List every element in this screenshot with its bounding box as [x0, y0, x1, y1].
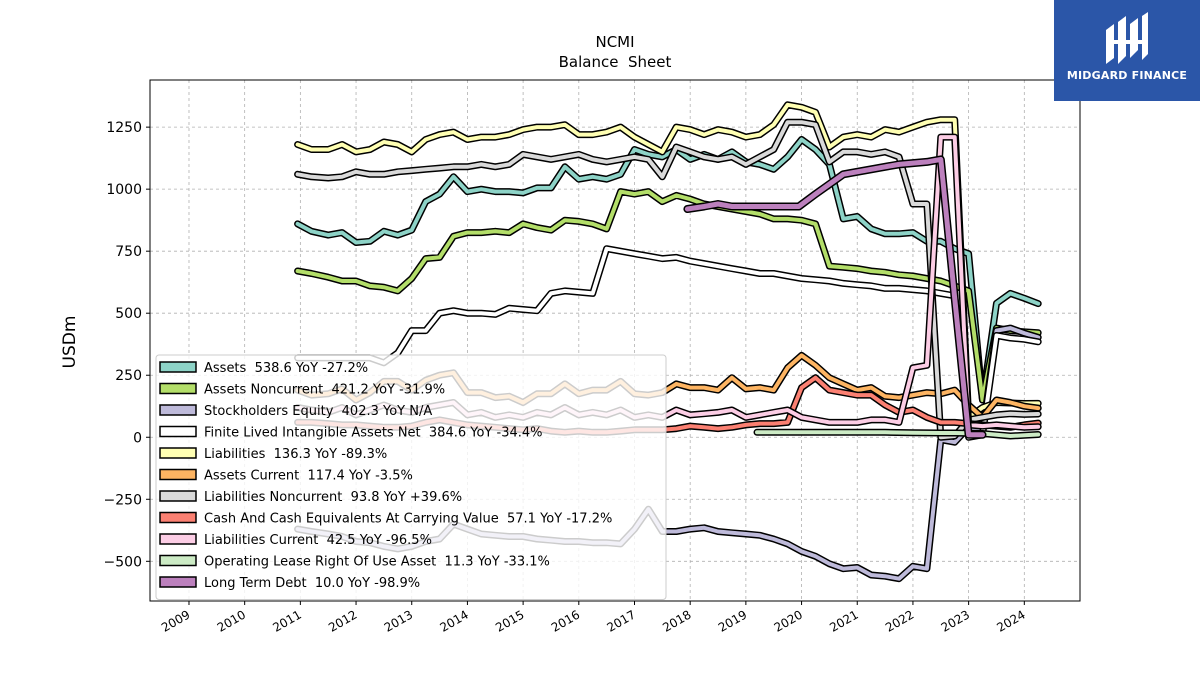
- legend-swatch: [159, 533, 197, 545]
- legend-swatch: [159, 361, 197, 373]
- y-tick-label: −250: [104, 492, 142, 508]
- legend-box: [155, 354, 667, 600]
- legend-swatch: [159, 447, 197, 459]
- legend-entry: Cash And Cash Equivalents At Carrying Va…: [204, 512, 612, 527]
- legend-swatch: [159, 576, 197, 588]
- y-tick-label: 250: [115, 368, 142, 384]
- legend-entry: Liabilities Noncurrent 93.8 YoY +39.6%: [204, 490, 462, 505]
- legend-entry: Liabilities Current 42.5 YoY -96.5%: [204, 533, 432, 548]
- legend-entry: Long Term Debt 10.0 YoY -98.9%: [204, 576, 420, 591]
- legend-entry: Assets Noncurrent 421.2 YoY -31.9%: [204, 383, 445, 398]
- grid-lines: [150, 80, 1080, 601]
- series-line-1: [294, 188, 1042, 404]
- midgard-logo-icon: [1054, 0, 1200, 101]
- series-stroke: [295, 246, 1041, 440]
- legend-swatch: [159, 468, 197, 481]
- legend-swatch: [159, 554, 197, 567]
- chart-subtitle: Balance Sheet: [559, 53, 672, 71]
- series-stroke: [295, 120, 1041, 440]
- legend-entry: Liabilities 136.3 YoY -89.3%: [204, 447, 387, 462]
- legend-swatch: [159, 511, 197, 524]
- series-stroke: [295, 102, 1041, 420]
- series-stroke: [684, 156, 985, 438]
- legend-swatch: [159, 404, 197, 416]
- legend-entry: Finite Lived Intangible Assets Net 384.6…: [204, 426, 543, 441]
- y-tick-label: 750: [115, 244, 142, 260]
- legend: Assets 538.6 YoY -27.2% Assets Noncurrent…: [155, 354, 667, 600]
- legend-swatch: [159, 425, 197, 438]
- plot-frame: [149, 79, 1081, 602]
- series-stroke: [755, 430, 1041, 438]
- series-line-6: [294, 118, 1042, 441]
- series-stroke: [295, 137, 1041, 402]
- series-line-4: [294, 101, 1042, 421]
- y-tick-label: 0: [133, 430, 142, 446]
- y-axis-ticks: −500 −250 0 250 500 750 1000 1250: [104, 120, 150, 570]
- series-line-0: [294, 136, 1042, 404]
- series-line-10: [683, 155, 987, 439]
- legend-entry: Assets 538.6 YoY -27.2%: [204, 361, 368, 376]
- y-axis-label: USDm: [60, 316, 80, 369]
- brand-name: MIDGARD FINANCE: [1066, 69, 1188, 82]
- y-tick-label: 1000: [106, 182, 142, 198]
- series-line-3: [294, 245, 1042, 441]
- legend-swatch: [159, 490, 197, 502]
- legend-swatch: [159, 382, 197, 395]
- legend-entry: Operating Lease Right Of Use Asset 11.3 …: [204, 555, 550, 570]
- y-tick-label: −500: [104, 554, 142, 570]
- y-tick-label: 1250: [106, 120, 142, 136]
- y-tick-label: 500: [115, 306, 142, 322]
- midgard-finance-logo: MIDGARD FINANCE: [1054, 0, 1200, 101]
- chart-title: NCMI: [595, 33, 634, 51]
- series-lines: [294, 101, 1042, 583]
- legend-entry: Assets Current 117.4 YoY -3.5%: [204, 469, 413, 484]
- series-line-9: [753, 428, 1042, 440]
- legend-entry: Stockholders Equity 402.3 YoY N/A: [204, 404, 432, 419]
- series-stroke: [295, 189, 1041, 402]
